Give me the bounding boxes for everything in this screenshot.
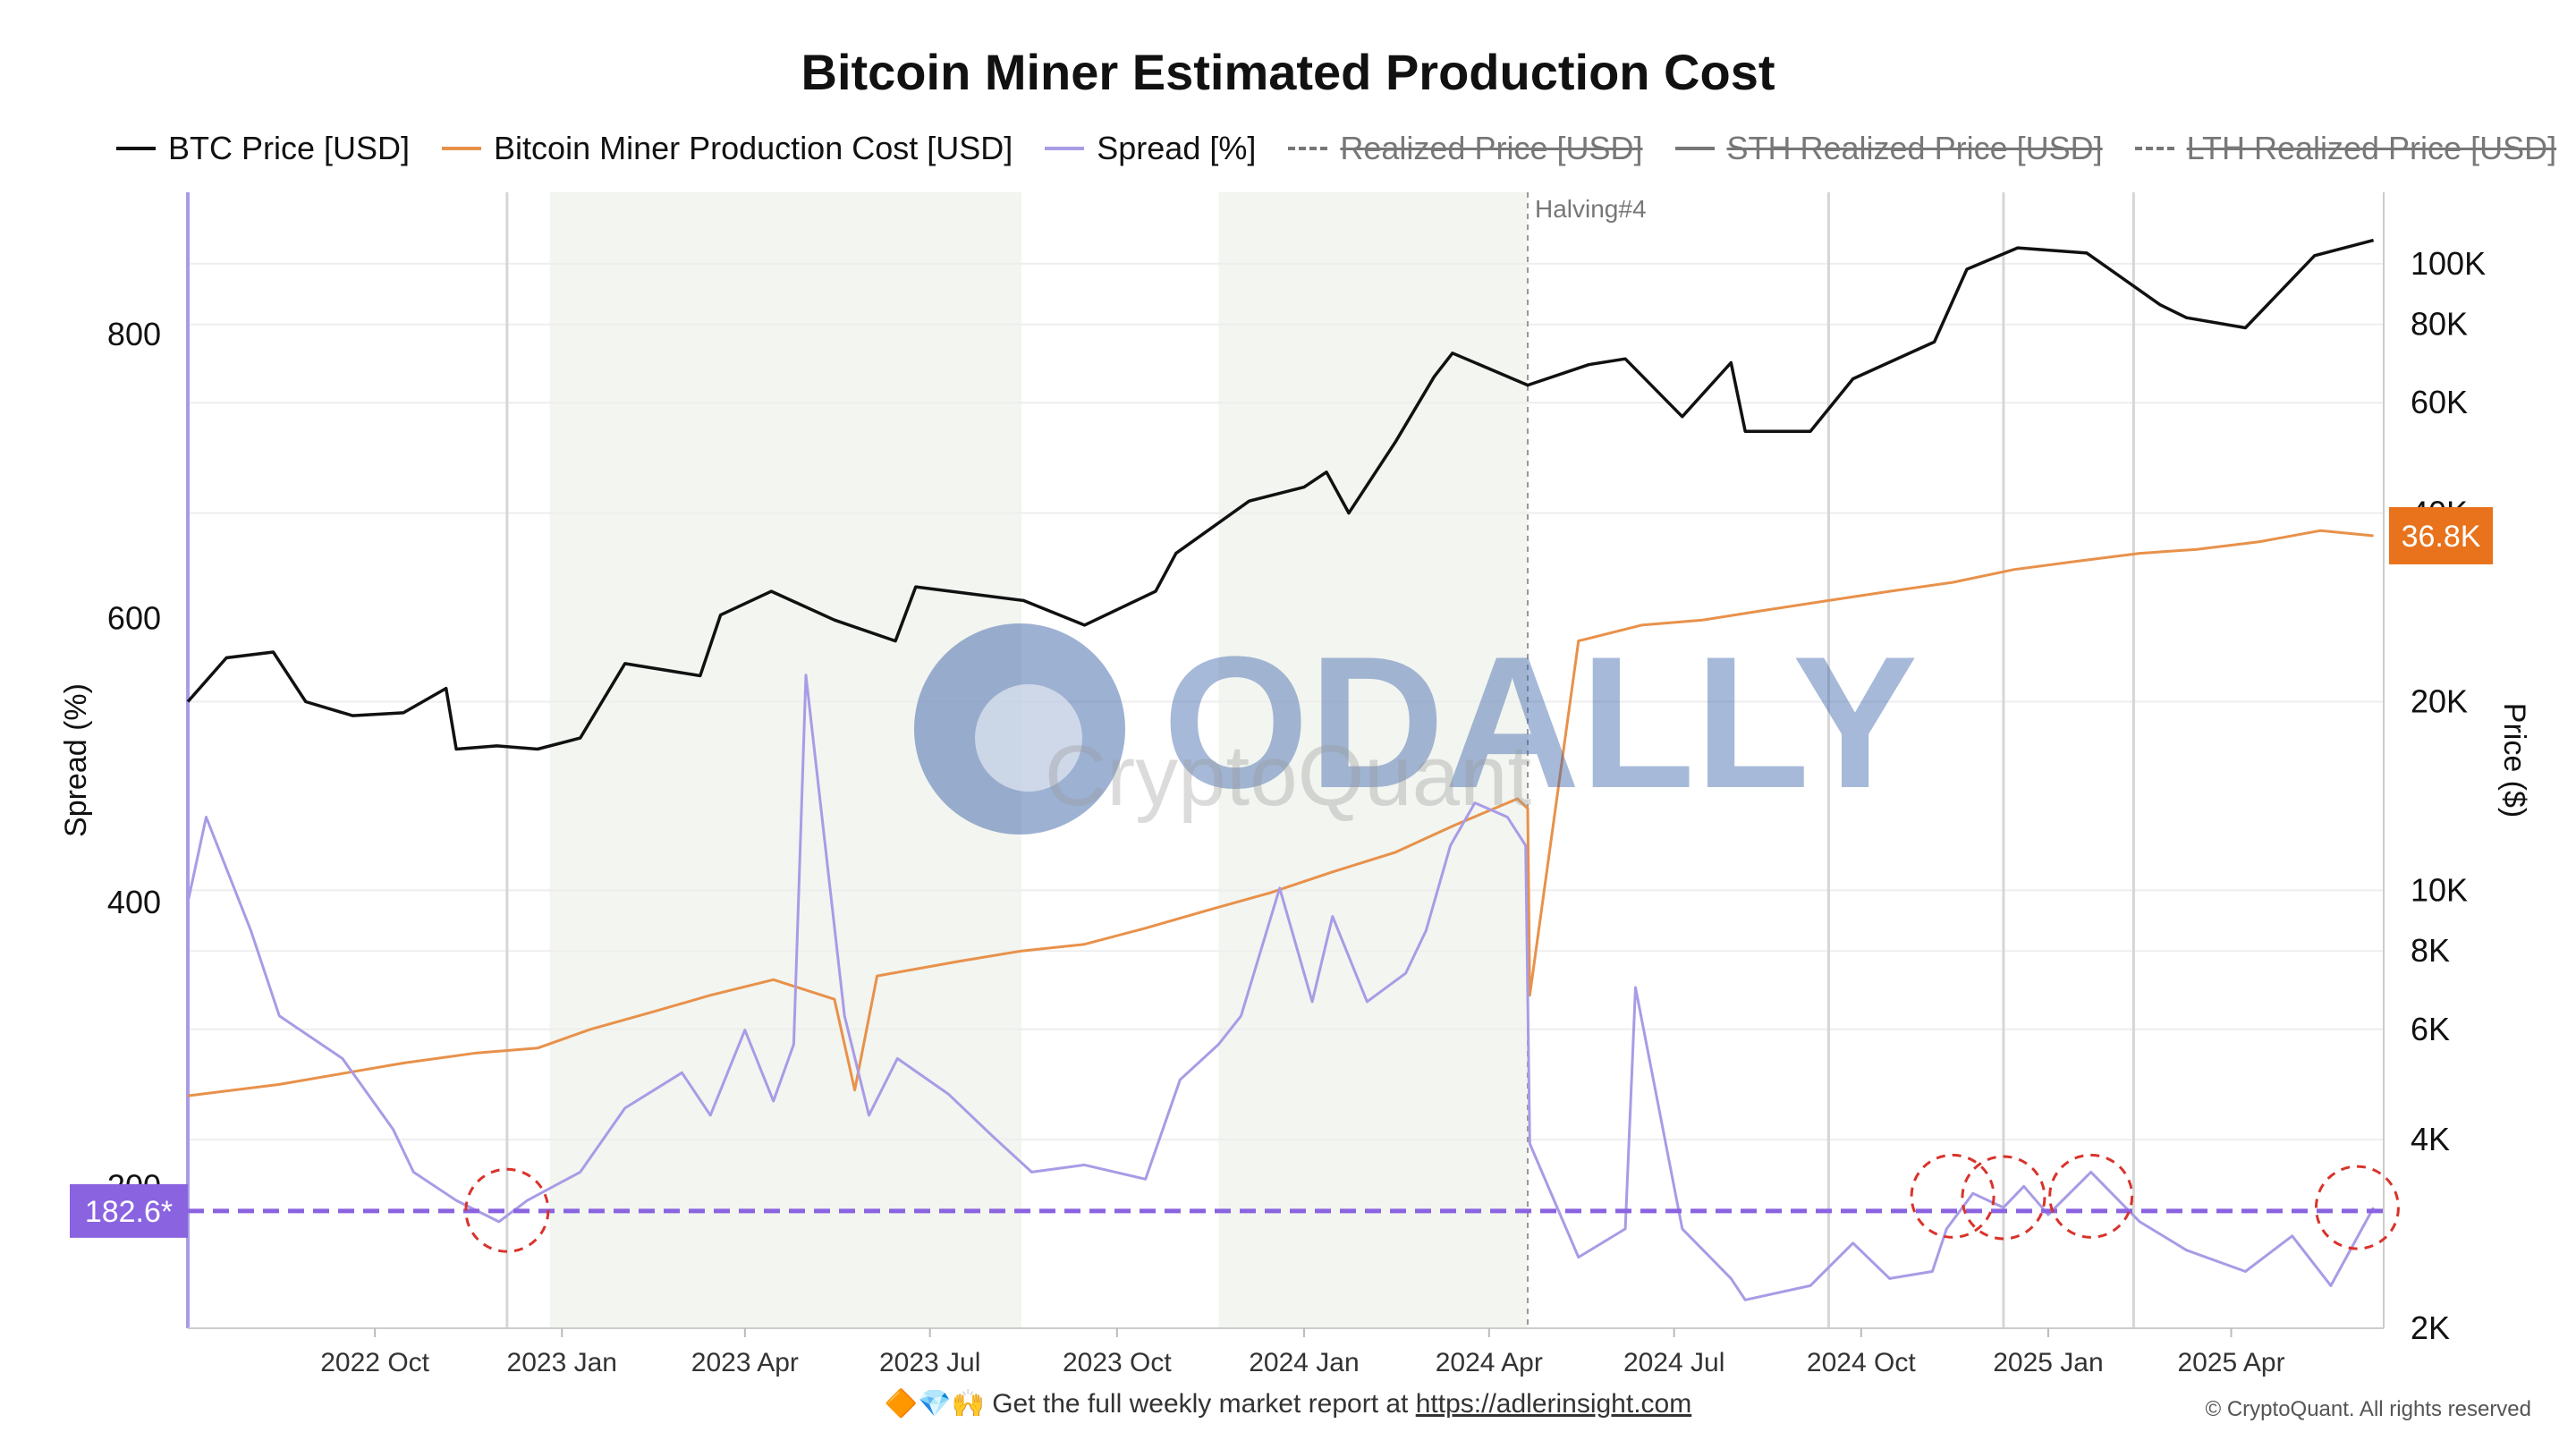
series-line-2 bbox=[186, 674, 2375, 1301]
x-tick-label: 2023 Oct bbox=[1063, 1348, 1172, 1377]
x-tick-label: 2024 Jul bbox=[1623, 1348, 1724, 1377]
legend-swatch bbox=[2134, 147, 2174, 150]
highlight-circle bbox=[1961, 1155, 2046, 1241]
legend-label: Realized Price [USD] bbox=[1340, 130, 1643, 166]
chart-title: Bitcoin Miner Estimated Production Cost bbox=[801, 44, 1775, 100]
x-tick-label: 2023 Jan bbox=[507, 1348, 617, 1377]
watermark-text: ODALLY bbox=[1163, 617, 1918, 827]
footer-text: Get the full weekly market report at bbox=[992, 1389, 1409, 1419]
series-line-1 bbox=[187, 529, 2374, 1097]
legend-item-3[interactable]: Realized Price [USD] bbox=[1288, 130, 1643, 167]
last-value-badge bbox=[2389, 506, 2493, 564]
legend-label: STH Realized Price [USD] bbox=[1726, 130, 2103, 166]
legend-label: BTC Price [USD] bbox=[168, 130, 411, 166]
y-left-tick-label: 800 bbox=[107, 316, 161, 352]
x-tick-label: 2024 Jan bbox=[1249, 1348, 1359, 1377]
legend-swatch bbox=[1288, 147, 1328, 150]
legend-item-0[interactable]: BTC Price [USD] bbox=[116, 130, 410, 167]
x-tick-label: 2025 Apr bbox=[2177, 1348, 2284, 1377]
footer-link[interactable]: https://adlerinsight.com bbox=[1415, 1389, 1692, 1419]
last-value-label: 36.8K bbox=[2402, 520, 2481, 554]
y-left-axis-label: Spread (%) bbox=[59, 683, 93, 837]
y-right-tick-label: 60K bbox=[2411, 384, 2468, 420]
legend-item-2[interactable]: Spread [%] bbox=[1045, 130, 1256, 167]
y-right-tick-label: 80K bbox=[2411, 306, 2468, 343]
legend-label: LTH Realized Price [USD] bbox=[2186, 130, 2557, 166]
legend-swatch bbox=[1674, 147, 1715, 150]
watermark-logo-hole bbox=[975, 684, 1082, 792]
x-tick-label: 2024 Oct bbox=[1807, 1348, 1916, 1377]
y-right-tick-label: 10K bbox=[2411, 871, 2468, 908]
series-line-0 bbox=[186, 238, 2375, 751]
y-right-tick-label: 100K bbox=[2411, 245, 2486, 282]
y-left-tick-label: 400 bbox=[107, 884, 161, 920]
footer: 🔶💎🙌 Get the full weekly market report at… bbox=[0, 1388, 2576, 1419]
legend-item-5[interactable]: LTH Realized Price [USD] bbox=[2134, 130, 2557, 167]
x-tick-label: 2023 Jul bbox=[879, 1348, 980, 1377]
legend-swatch bbox=[1045, 147, 1085, 150]
x-tick-label: 2024 Apr bbox=[1436, 1348, 1543, 1377]
highlight-circle bbox=[2048, 1153, 2134, 1239]
y-right-axis-label: Price ($) bbox=[2497, 703, 2531, 818]
legend: BTC Price [USD] Bitcoin Miner Production … bbox=[116, 122, 2556, 175]
legend-label: Spread [%] bbox=[1097, 130, 1257, 166]
x-tick-label: 2023 Apr bbox=[691, 1348, 799, 1377]
y-right-tick-label: 20K bbox=[2411, 682, 2468, 719]
reference-badge-label: 182.6* bbox=[85, 1195, 173, 1229]
y-right-tick-label: 8K bbox=[2411, 932, 2450, 969]
x-tick-label: 2025 Jan bbox=[1993, 1348, 2103, 1377]
copyright: © CryptoQuant. All rights reserved bbox=[2205, 1397, 2532, 1421]
x-tick-label: 2022 Oct bbox=[320, 1348, 429, 1377]
y-right-tick-label: 6K bbox=[2411, 1011, 2450, 1047]
highlight-circle bbox=[1910, 1153, 1996, 1239]
legend-item-1[interactable]: Bitcoin Miner Production Cost [USD] bbox=[442, 130, 1013, 167]
highlight-circle bbox=[2314, 1165, 2400, 1250]
y-right-tick-label: 2K bbox=[2411, 1309, 2450, 1346]
legend-swatch bbox=[116, 147, 156, 150]
legend-swatch bbox=[442, 147, 482, 150]
highlight-circle bbox=[464, 1167, 550, 1253]
halving-label: Halving#4 bbox=[1535, 195, 1647, 223]
reference-badge bbox=[70, 1183, 188, 1238]
watermark-subtext: CryptoQuant bbox=[1045, 728, 1531, 824]
legend-item-4[interactable]: STH Realized Price [USD] bbox=[1674, 130, 2103, 167]
y-right-tick-label: 4K bbox=[2411, 1121, 2450, 1157]
footer-emoji: 🔶💎🙌 bbox=[884, 1389, 985, 1419]
legend-label: Bitcoin Miner Production Cost [USD] bbox=[494, 130, 1013, 166]
y-left-tick-label: 600 bbox=[107, 599, 161, 636]
